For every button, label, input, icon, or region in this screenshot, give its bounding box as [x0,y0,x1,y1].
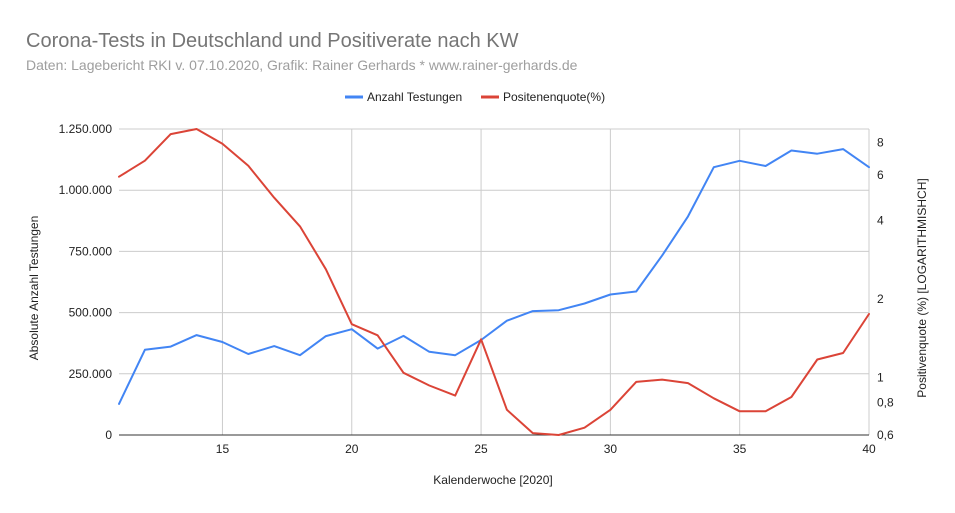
y-axis-right-title: Positivenquote (%) [LOGARITHMISHCH] [915,178,929,397]
y-tick-label: 250.000 [69,367,113,381]
y2-tick-label: 0,8 [877,395,894,409]
x-tick-label: 30 [604,442,618,456]
y-axis-left-title: Absolute Anzahl Testungen [27,216,41,361]
y-tick-label: 1.000.000 [59,183,113,197]
y-axis-right-ticks: 0,6 0,8 1 2 4 6 8 [877,135,894,442]
gridlines [119,128,870,436]
y2-tick-label: 2 [877,292,884,306]
series-line-anzahl-testungen [118,148,870,405]
legend-item-positenenquote[interactable]: Positenenquote(%) [481,90,605,104]
y2-tick-label: 8 [877,135,884,149]
x-axis-title: Kalenderwoche [2020] [433,473,552,487]
legend-label-anzahl-testungen: Anzahl Testungen [367,90,462,104]
y2-tick-label: 4 [877,214,884,228]
x-axis-ticks: 15 20 25 30 35 40 [216,442,876,456]
chart-title: Corona-Tests in Deutschland und Positive… [26,30,519,52]
y2-tick-label: 0,6 [877,428,894,442]
series-line-positenenquote [118,128,870,436]
y-tick-label: 1.250.000 [59,122,113,136]
series [118,128,870,436]
y-axis-left-ticks: 0 250.000 500.000 750.000 1.000.000 1.250.000 [59,122,113,442]
legend-item-anzahl-testungen[interactable]: Anzahl Testungen [345,90,462,104]
legend-label-positenenquote: Positenenquote(%) [503,90,605,104]
y-tick-label: 500.000 [69,306,113,320]
legend: Anzahl Testungen Positenenquote(%) [345,90,605,104]
x-tick-label: 15 [216,442,230,456]
x-tick-label: 20 [345,442,359,456]
x-tick-label: 35 [733,442,747,456]
y2-tick-label: 1 [877,370,884,384]
x-tick-label: 40 [862,442,876,456]
y-tick-label: 750.000 [69,244,113,258]
y-tick-label: 0 [105,428,112,442]
x-tick-label: 25 [474,442,488,456]
y2-tick-label: 6 [877,168,884,182]
chart-subtitle: Daten: Lagebericht RKI v. 07.10.2020, Gr… [26,57,578,73]
